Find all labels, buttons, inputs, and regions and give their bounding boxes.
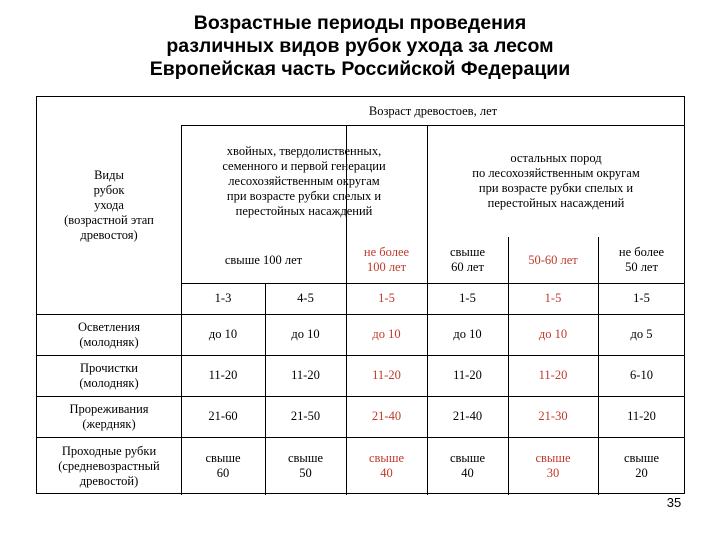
header-other-species-group: остальных пород по лесохозяйственным окр… [427,125,685,237]
table-cell: свыше 40 [346,437,427,495]
table-cell: 21-40 [346,396,427,437]
class-label: 1-3 [181,283,265,314]
class-label: 1-5 [598,283,685,314]
title-line-1: Возрастные периоды проведения [0,12,720,35]
row-name-commercial-thinning: Проходные рубки (средневозрастный древос… [37,437,181,495]
table-cell: до 10 [181,314,265,355]
table-cell: 21-50 [265,396,346,437]
table-cell: свыше 40 [427,437,508,495]
table-cell: 21-40 [427,396,508,437]
table-cell: до 10 [427,314,508,355]
table-cell: свыше 30 [508,437,598,495]
table-cell: 11-20 [346,355,427,396]
class-label: 1-5 [427,283,508,314]
table-cell: 11-20 [265,355,346,396]
table-cell: до 10 [265,314,346,355]
row-name-thinning: Прореживания (жердняк) [37,396,181,437]
table-cell: 11-20 [181,355,265,396]
row-name-cleaning: Осветления (молодняк) [37,314,181,355]
age-label-over-60: свыше 60 лет [427,237,508,283]
table-cell: 21-60 [181,396,265,437]
age-label-up-to-50: не более 50 лет [598,237,685,283]
class-label: 1-5 [508,283,598,314]
table-cell: свыше 60 [181,437,265,495]
header-age: Возраст древостоев, лет [181,97,685,125]
class-label: 4-5 [265,283,346,314]
header-thinning-types: Виды рубок ухода (возрастной этап древос… [37,97,181,314]
thinning-age-table: Возраст древостоев, лет Виды рубок ухода… [36,96,685,494]
age-label-over-100: свыше 100 лет [181,237,346,283]
table-cell: до 5 [598,314,685,355]
table-cell: до 10 [346,314,427,355]
age-label-up-to-100: не более 100 лет [346,237,427,283]
title-line-3: Европейская часть Российской Федерации [0,58,720,81]
row-name-weeding: Прочистки (молодняк) [37,355,181,396]
table-cell: 11-20 [427,355,508,396]
table-cell: свыше 50 [265,437,346,495]
page-number: 35 [656,495,692,510]
title-line-2: различных видов рубок ухода за лесом [0,35,720,58]
table-cell: свыше 20 [598,437,685,495]
age-label-50-60: 50-60 лет [508,237,598,283]
class-label: 1-5 [346,283,427,314]
table-cell: 11-20 [598,396,685,437]
table-cell: 11-20 [508,355,598,396]
table-cell: 6-10 [598,355,685,396]
slide-title: Возрастные периоды проведения различных … [0,12,720,81]
table-cell: до 10 [508,314,598,355]
table-cell: 21-30 [508,396,598,437]
header-conifer-group: хвойных, твердолиственных, семенного и п… [181,125,427,237]
